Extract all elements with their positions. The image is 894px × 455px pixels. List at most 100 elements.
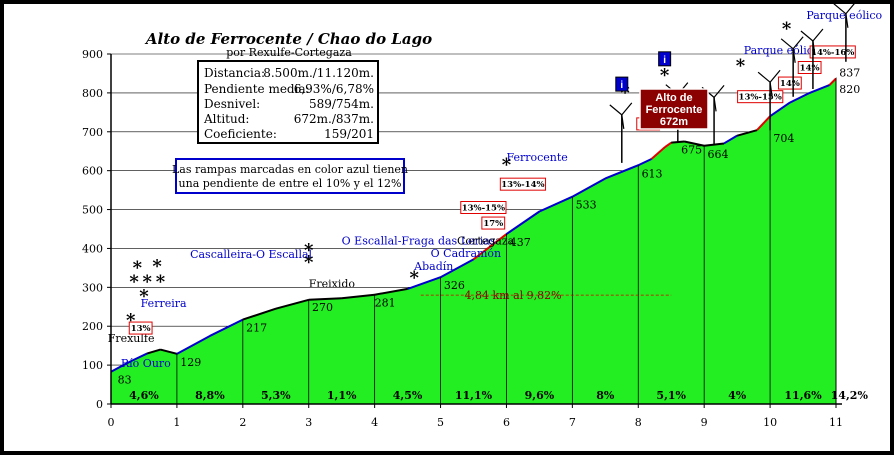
chart-subtitle: por Rexulfe-Cortegaza: [226, 46, 352, 59]
x-tick-label: 4: [371, 416, 378, 429]
y-tick-label: 600: [82, 165, 103, 178]
x-tick-label: 2: [239, 416, 246, 429]
climb-star: *: [620, 83, 630, 104]
segment-grade-label: 8%: [596, 389, 615, 402]
note-line-1: Las rampas marcadas en color azul tienen: [172, 163, 408, 176]
profile-segment: [176, 335, 211, 355]
profile-segment: [130, 352, 148, 363]
elevation-label: 270: [312, 301, 333, 314]
profile-segment: [242, 307, 277, 321]
climb-star: *: [143, 271, 153, 292]
elevation-label: 664: [707, 148, 728, 161]
segment-grade-label: 5,1%: [656, 389, 686, 402]
climb-star: *: [502, 155, 512, 176]
y-tick-label: 0: [96, 398, 103, 411]
info-sign-glyph: i: [663, 55, 666, 66]
summit-line-1: Alto de: [655, 92, 692, 104]
grade-box: [481, 216, 506, 230]
elevation-label: 437: [510, 236, 531, 249]
grade-box: [809, 45, 856, 59]
elevation-label: 704: [773, 132, 794, 145]
info-value-distance: 8.500m./11.120m.: [263, 66, 374, 80]
turbine-blades: [757, 69, 781, 97]
info-label-slope: Pendiente media:: [204, 82, 310, 96]
climb-star: *: [782, 19, 792, 40]
segment-grade-label: 11,1%: [455, 389, 493, 402]
profile-segment: [769, 101, 791, 118]
info-sign-icon: [658, 51, 672, 67]
y-tick-label: 500: [82, 204, 103, 217]
segment-grade-label: 4,5%: [393, 389, 423, 402]
grade-box: [797, 61, 822, 74]
grade-box: [460, 201, 507, 214]
profile-segment: [341, 293, 375, 300]
segment-grade-label: 4%: [728, 389, 747, 402]
grade-box-label: 14%-16%: [811, 48, 854, 58]
climb-star: *: [660, 65, 670, 86]
profile-segment: [275, 298, 309, 310]
place-label: Cortegaza: [457, 235, 515, 248]
grade-box: [777, 76, 802, 90]
profile-area: [110, 77, 837, 405]
y-tick-label: 300: [82, 281, 103, 294]
distance-annotation: 4,84 km al 9,82%: [464, 289, 561, 302]
grade-box-label: 14%: [800, 64, 820, 74]
place-label: O Escallal-Fraga das Lerias: [342, 235, 496, 248]
elevation-label: 83: [118, 374, 132, 387]
grade-box-label: 13%-14%: [501, 180, 544, 190]
profile-segment: [538, 195, 573, 213]
profile-segment: [407, 276, 441, 290]
grade-box: [499, 177, 547, 191]
elevation-label: 837: [839, 67, 860, 80]
turbine-blades: [833, 4, 855, 28]
climb-star: *: [152, 256, 162, 277]
profile-segment: [505, 210, 540, 235]
summit-box: Alto de Ferrocente 672m: [639, 88, 709, 130]
place-label: Ferreira: [141, 297, 187, 310]
place-label: Cascalleira-O Escallal: [190, 248, 312, 261]
info-label-distance: Distancia:: [204, 66, 265, 80]
summit-line-3: 672m: [660, 116, 688, 128]
info-sign-glyph: i: [620, 80, 623, 91]
profile-segment: [146, 348, 161, 355]
profile-segment: [650, 146, 666, 160]
profile-segment: [664, 141, 672, 149]
profile-segment: [736, 129, 758, 137]
turbine-blades: [800, 28, 824, 56]
info-value-altitude: 672m./837m.: [294, 112, 374, 126]
place-label: Parque eólico: [806, 9, 882, 22]
place-label: Frexulfe: [108, 332, 155, 345]
chart-canvas: 0 100 200 300 400 500 600 700 800 900 0 1 2 3 4 5 6 7 8 9 10…: [4, 4, 890, 451]
elevation-label: 217: [246, 322, 267, 335]
segment-grade-label: 4,6%: [129, 389, 159, 402]
profile-segment: [110, 360, 132, 373]
info-value-gain: 589/754m.: [309, 97, 374, 111]
profile-segment: [472, 233, 508, 261]
y-tick-label: 200: [82, 320, 103, 333]
segment-grade-label: 1,1%: [327, 389, 357, 402]
profile-segment: [789, 91, 811, 104]
segment-grade-label: 8,8%: [195, 389, 225, 402]
climb-star: *: [129, 271, 139, 292]
y-tick-label: 700: [82, 126, 103, 139]
climb-star: *: [409, 267, 419, 288]
segment-grade-label: 5,3%: [261, 389, 291, 402]
chart-title: Alto de Ferrocente / Chao do Lago: [144, 30, 432, 48]
profile-segment: [571, 177, 606, 198]
info-label-gain: Desnivel:: [204, 97, 260, 111]
info-label-coefficient: Coeficiente:: [204, 127, 277, 141]
grade-box-label: 17%: [483, 219, 503, 229]
axes: 0 100 200 300 400 500 600 700 800 900 0 1 2 3 4 5 6 7 8 9 10…: [82, 48, 843, 429]
x-tick-label: 1: [173, 416, 180, 429]
profile-segment: [637, 158, 652, 167]
profile-segment: [209, 318, 244, 337]
climb-star: *: [304, 240, 314, 261]
elevation-label: 326: [444, 279, 465, 292]
y-tick-label: 100: [82, 359, 103, 372]
x-tick-label: 10: [763, 416, 777, 429]
profile-segment: [756, 115, 771, 131]
x-tick-label: 9: [701, 416, 708, 429]
note-line-2: una pendiente de entre el 10% y el 12%: [179, 177, 402, 190]
turbine-blades: [609, 102, 633, 129]
